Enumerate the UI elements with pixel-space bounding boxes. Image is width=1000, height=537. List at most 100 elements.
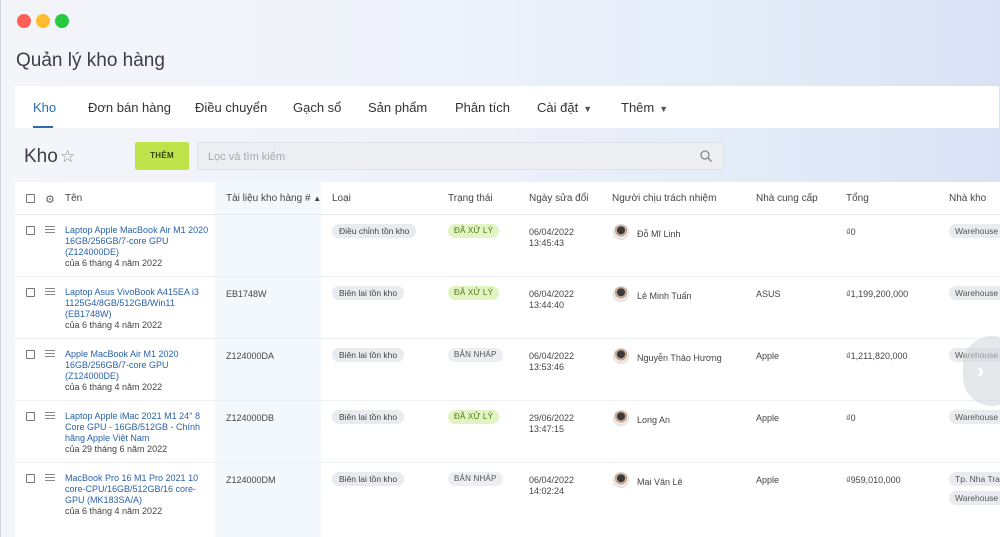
- warehouse-badge: Warehouse: [949, 410, 1000, 424]
- type-badge: Biên lai tồn kho: [332, 286, 405, 300]
- nav-item-kho[interactable]: Kho: [33, 100, 57, 115]
- table-row[interactable]: Laptop Apple MacBook Air M1 2020 16GB/25…: [15, 215, 1000, 277]
- table-row[interactable]: Apple MacBook Air M1 2020 16GB/256GB/7-c…: [15, 339, 1000, 401]
- add-button[interactable]: THÊM: [135, 142, 189, 170]
- supplier: Apple: [756, 351, 780, 361]
- status-badge: BẢN NHÁP: [448, 472, 503, 486]
- type-badge: Điều chỉnh tồn kho: [332, 224, 417, 238]
- chevron-down-icon: ▼: [583, 104, 593, 114]
- column-header-warehouse[interactable]: Nhà kho: [949, 193, 987, 204]
- column-header-modified[interactable]: Ngày sửa đổi: [529, 193, 589, 204]
- nav-item-settings[interactable]: Cài đặt ▼: [537, 100, 592, 115]
- responsible-person: Lê Minh Tuấn: [637, 291, 692, 301]
- row-checkbox[interactable]: [26, 226, 35, 235]
- created-date: của 6 tháng 4 năm 2022: [65, 258, 163, 268]
- modified-date: 29/06/2022: [529, 413, 575, 423]
- document-number: Z124000DM: [226, 475, 276, 485]
- total-amount: ₫959,010,000: [846, 475, 901, 485]
- drag-handle-icon[interactable]: [45, 226, 55, 234]
- nav-item-transfers[interactable]: Điều chuyển: [195, 100, 268, 115]
- document-number: EB1748W: [226, 289, 267, 299]
- modified-datetime: 06/04/2022 13:44:40: [529, 289, 574, 311]
- row-checkbox[interactable]: [26, 412, 35, 421]
- product-link[interactable]: Apple MacBook Air M1 2020 16GB/256GB/7-c…: [65, 349, 179, 381]
- total-amount: ₫0: [846, 227, 856, 237]
- nav-item-scrap[interactable]: Gạch sổ: [293, 100, 342, 115]
- search-bar[interactable]: [197, 142, 724, 170]
- modified-date: 06/04/2022: [529, 475, 575, 485]
- total-amount: ₫0: [846, 413, 856, 423]
- nav-item-more-label: Thêm: [621, 100, 655, 115]
- sorted-column-highlight: [215, 182, 321, 537]
- avatar: [613, 410, 629, 426]
- responsible-person: Đỗ Mĩ Linh: [637, 229, 681, 239]
- next-page-button[interactable]: ›: [963, 336, 1000, 406]
- column-header-supplier[interactable]: Nhà cung cấp: [756, 193, 818, 204]
- nav-item-analytics[interactable]: Phân tích: [455, 100, 510, 115]
- column-header-status[interactable]: Trạng thái: [448, 193, 493, 204]
- type-badge: Biên lai tồn kho: [332, 472, 405, 486]
- modified-time: 13:45:43: [529, 238, 565, 248]
- status-badge: BẢN NHÁP: [448, 348, 503, 362]
- column-header-total[interactable]: Tổng: [846, 193, 869, 204]
- column-header-document-label: Tài liệu kho hàng #: [226, 193, 311, 204]
- warehouse-badge: Warehouse: [949, 286, 1000, 300]
- avatar: [613, 348, 629, 364]
- search-icon[interactable]: [699, 149, 713, 163]
- table-row[interactable]: Laptop Apple iMac 2021 M1 24'' 8 Core GP…: [15, 401, 1000, 463]
- chevron-down-icon: ▼: [659, 104, 669, 114]
- modified-time: 13:53:46: [529, 362, 565, 372]
- nav-item-orders[interactable]: Đơn bán hàng: [88, 100, 171, 115]
- column-header-document[interactable]: Tài liệu kho hàng # ▲: [226, 193, 321, 204]
- type-badge: Biên lai tồn kho: [332, 348, 405, 362]
- close-window-button[interactable]: [17, 14, 31, 28]
- created-date: của 6 tháng 4 năm 2022: [65, 506, 163, 516]
- modified-date: 06/04/2022: [529, 289, 575, 299]
- product-link[interactable]: Laptop Apple MacBook Air M1 2020 16GB/25…: [65, 225, 209, 257]
- product-link[interactable]: Laptop Asus VivoBook A415EA i3 1125G4/8G…: [65, 287, 199, 319]
- product-link[interactable]: MacBook Pro 16 M1 Pro 2021 10 core-CPU/1…: [65, 473, 199, 505]
- row-checkbox[interactable]: [26, 474, 35, 483]
- total-amount: ₫1,211,820,000: [846, 351, 908, 361]
- select-all-checkbox[interactable]: [26, 194, 35, 203]
- supplier: Apple: [756, 475, 780, 485]
- drag-handle-icon[interactable]: [45, 350, 55, 358]
- gear-icon[interactable]: ⚙: [45, 194, 55, 206]
- star-icon[interactable]: ☆: [60, 147, 76, 166]
- modified-date: 06/04/2022: [529, 351, 575, 361]
- column-header-type[interactable]: Loại: [332, 193, 351, 204]
- status-badge: ĐÃ XỬ LÝ: [448, 224, 500, 238]
- table-row[interactable]: MacBook Pro 16 M1 Pro 2021 10 core-CPU/1…: [15, 463, 1000, 525]
- total-amount: ₫1,199,200,000: [846, 289, 909, 299]
- nav-item-more[interactable]: Thêm ▼: [621, 100, 668, 115]
- active-tab-indicator: [33, 126, 53, 128]
- nav-item-products[interactable]: Sản phẩm: [368, 100, 428, 115]
- avatar: [613, 286, 629, 302]
- responsible-person: Nguyễn Thảo Hương: [637, 353, 722, 363]
- product-link[interactable]: Laptop Apple iMac 2021 M1 24'' 8 Core GP…: [65, 411, 201, 443]
- row-checkbox[interactable]: [26, 350, 35, 359]
- drag-handle-icon[interactable]: [45, 288, 55, 296]
- warehouse-badge: Tp. Nha Tra: [949, 472, 1000, 486]
- created-date: của 6 tháng 4 năm 2022: [65, 382, 163, 392]
- table-header: ⚙ Tên Tài liệu kho hàng # ▲ Loại Trạng t…: [15, 182, 1000, 215]
- supplier: Apple: [756, 413, 780, 423]
- top-navigation: Kho Đơn bán hàng Điều chuyển Gạch sổ Sản…: [15, 86, 999, 128]
- modified-time: 13:44:40: [529, 300, 565, 310]
- page-title: Kho: [24, 146, 58, 167]
- modified-date: 06/04/2022: [529, 227, 575, 237]
- nav-item-settings-label: Cài đặt: [537, 100, 579, 115]
- column-header-responsible[interactable]: Người chịu trách nhiệm: [612, 193, 717, 204]
- minimize-window-button[interactable]: [36, 14, 50, 28]
- drag-handle-icon[interactable]: [45, 412, 55, 420]
- warehouse-badge: Warehouse: [949, 224, 1000, 238]
- status-badge: ĐÃ XỬ LÝ: [448, 286, 500, 300]
- drag-handle-icon[interactable]: [45, 474, 55, 482]
- modified-datetime: 29/06/2022 13:47:15: [529, 413, 574, 435]
- table-row[interactable]: Laptop Asus VivoBook A415EA i3 1125G4/8G…: [15, 277, 1000, 339]
- column-header-name[interactable]: Tên: [65, 193, 83, 204]
- maximize-window-button[interactable]: [55, 14, 69, 28]
- row-checkbox[interactable]: [26, 288, 35, 297]
- search-input[interactable]: [208, 148, 678, 165]
